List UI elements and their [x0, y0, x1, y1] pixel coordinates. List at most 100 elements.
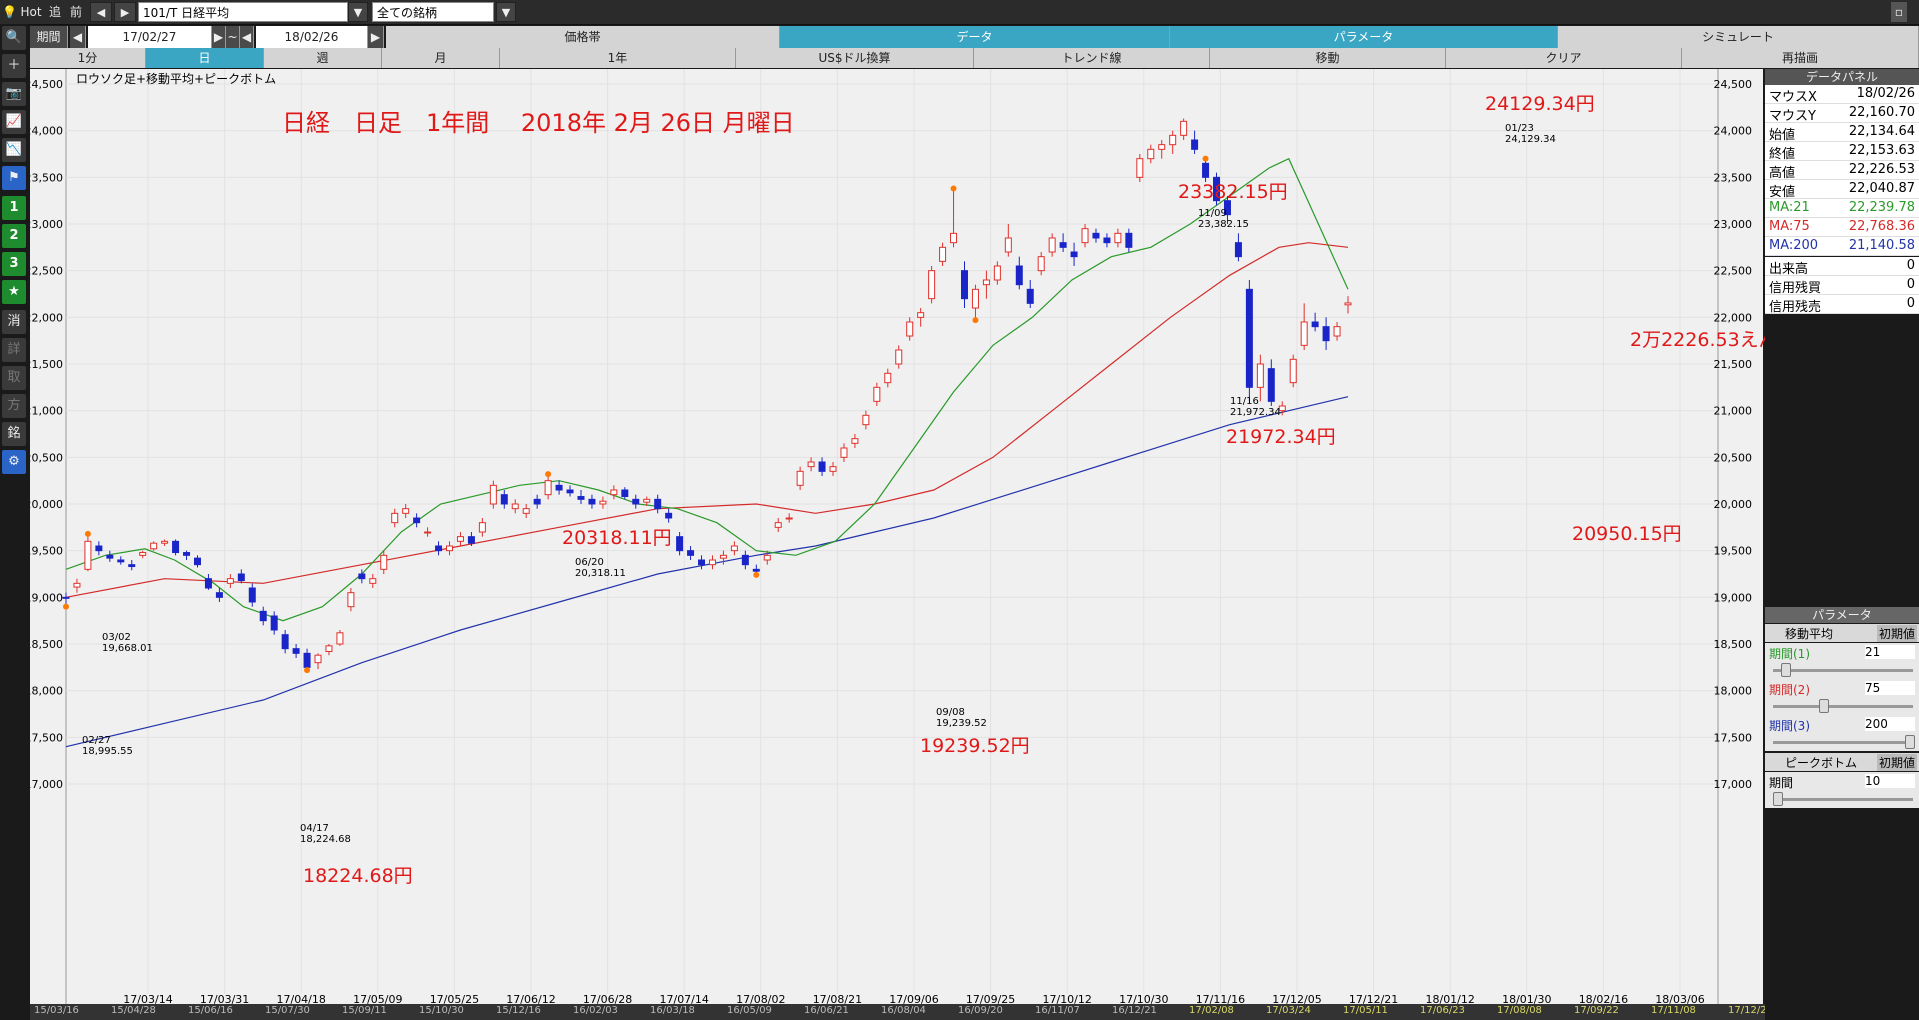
candle-body	[960, 270, 968, 300]
from-date-input[interactable]: 17/02/27	[88, 26, 212, 48]
x-tick-label: 17/04/18	[276, 993, 325, 1004]
period-3-slider[interactable]	[1905, 735, 1915, 749]
chart-up-icon[interactable]: 📈	[2, 110, 26, 134]
x-tick-label: 17/07/14	[659, 993, 708, 1004]
tab-row-2: 1分 日 週 月 1年 US$ドル換算 トレンド線 移動 クリア 再描画	[30, 48, 1919, 68]
gear-icon[interactable]: ⚙	[2, 450, 26, 474]
y-tick-label-right: 24,000	[1714, 125, 1753, 138]
camera-icon[interactable]: 📷	[2, 82, 26, 106]
preset-3-button[interactable]: 3	[2, 252, 26, 276]
tsui-button[interactable]: 追	[48, 5, 61, 19]
param-pb-period[interactable]: 期間 10	[1765, 772, 1919, 808]
torihiki-button[interactable]: 取	[2, 366, 26, 390]
flag-icon[interactable]: ⚑	[2, 166, 26, 190]
candle-body	[161, 540, 169, 544]
data-row: 高値 22,226.53	[1765, 161, 1919, 181]
x-tick-label: 17/03/31	[200, 993, 249, 1004]
tab-1min[interactable]: 1分	[30, 48, 146, 68]
candlestick-chart[interactable]: 24,500 24,000 23,500 23,000 22,500 22,000 21,5…	[30, 69, 1763, 1004]
detail-button[interactable]: 詳	[2, 338, 26, 362]
candle-body	[128, 564, 136, 568]
pb-init-button[interactable]: 初期値	[1876, 754, 1917, 771]
peak-marker	[972, 317, 979, 324]
chart-down-icon[interactable]: 📉	[2, 138, 26, 162]
from-next-icon[interactable]: ▶	[212, 26, 226, 48]
filter-dropdown-icon[interactable]: ▼	[496, 2, 516, 22]
candle-body	[1180, 120, 1188, 136]
tab-day[interactable]: 日	[146, 48, 264, 68]
hot-button[interactable]: Hot	[20, 5, 42, 19]
candle-body	[1103, 237, 1111, 244]
tab-1year[interactable]: 1年	[500, 48, 736, 68]
symbol-input[interactable]: 101/T 日経平均	[138, 2, 348, 22]
top-toolbar: 💡 Hot 追 前 ◀ ▶ 101/T 日経平均 ▼ 全ての銘柄 ▼ ▫	[0, 0, 1919, 25]
param-period-1[interactable]: 期間(1) 21	[1765, 643, 1919, 679]
data-row: 安値 22,040.87	[1765, 180, 1919, 200]
data-row-key: MA:75	[1769, 219, 1810, 234]
tab-move[interactable]: 移動	[1210, 48, 1446, 68]
pb-period-input[interactable]: 10	[1865, 774, 1915, 788]
param-period-2[interactable]: 期間(2) 75	[1765, 679, 1919, 715]
ma-init-button[interactable]: 初期値	[1876, 625, 1917, 642]
tab-week[interactable]: 週	[264, 48, 382, 68]
candle-body	[500, 494, 508, 505]
data-row-key: 安値	[1769, 185, 1796, 200]
candle-body	[950, 232, 958, 244]
annot-24129: 24129.34円	[1485, 93, 1595, 115]
bottom-date-label: 17/12/22	[1728, 1005, 1773, 1016]
preset-1-button[interactable]: 1	[2, 196, 26, 220]
chart-panel[interactable]: 24,500 24,000 23,500 23,000 22,500 22,000 21,5…	[30, 69, 1778, 1020]
data-row: 始値 22,134.64	[1765, 123, 1919, 143]
tab-trendline[interactable]: トレンド線	[974, 48, 1210, 68]
period-2-slider[interactable]	[1819, 699, 1829, 713]
y-tick-label-left: 19,500	[30, 545, 63, 558]
mae-button[interactable]: 前	[69, 5, 82, 19]
y-tick-label-left: 24,500	[30, 78, 63, 91]
preset-2-button[interactable]: 2	[2, 224, 26, 248]
candle-body	[1026, 288, 1034, 304]
candle-body	[939, 246, 947, 262]
tab-redraw[interactable]: 再描画	[1682, 48, 1919, 68]
prev-symbol-button[interactable]: ◀	[90, 2, 112, 22]
to-prev-icon[interactable]: ◀	[240, 26, 254, 48]
to-date-input[interactable]: 18/02/26	[256, 26, 368, 48]
tab-usd[interactable]: US$ドル換算	[736, 48, 974, 68]
meigara-button[interactable]: 銘	[2, 422, 26, 446]
next-symbol-button[interactable]: ▶	[114, 2, 136, 22]
tab-month[interactable]: 月	[382, 48, 500, 68]
candle-body	[391, 512, 399, 524]
candle-body	[193, 557, 201, 566]
tab-kakakutai[interactable]: 価格帯	[386, 26, 780, 48]
x-tick-label: 18/01/30	[1502, 993, 1551, 1004]
window-close-icon[interactable]: ▫	[1891, 2, 1907, 22]
period-2-input[interactable]: 75	[1865, 681, 1915, 695]
period-1-input[interactable]: 21	[1865, 645, 1915, 659]
erase-button[interactable]: 消	[2, 310, 26, 334]
period-1-slider[interactable]	[1781, 663, 1791, 677]
candle-body	[1004, 237, 1012, 253]
tab-clear[interactable]: クリア	[1446, 48, 1682, 68]
bottom-date-label: 15/04/28	[111, 1005, 156, 1016]
to-next-icon[interactable]: ▶	[368, 26, 384, 48]
from-prev-icon[interactable]: ◀	[70, 26, 86, 48]
star-icon[interactable]: ★	[2, 280, 26, 304]
tab-simulate[interactable]: シミュレート	[1558, 26, 1919, 48]
search-icon[interactable]: 🔍	[2, 26, 26, 50]
symbol-dropdown-icon[interactable]: ▼	[348, 2, 368, 22]
tab-parameter[interactable]: パラメータ	[1170, 26, 1558, 48]
tab-data[interactable]: データ	[780, 26, 1170, 48]
method-button[interactable]: 方	[2, 394, 26, 418]
candle-body	[226, 578, 234, 584]
period-3-input[interactable]: 200	[1865, 717, 1915, 731]
y-tick-label-right: 21,500	[1714, 358, 1753, 371]
filter-select[interactable]: 全ての銘柄	[372, 2, 494, 22]
candle-body	[1059, 242, 1067, 248]
bottom-date-strip[interactable]: 15/03/16 15/04/28 15/06/16 15/07/30 15/09/11…	[30, 1004, 1919, 1020]
plus-icon[interactable]: ＋	[2, 54, 26, 78]
pb-period-slider[interactable]	[1773, 792, 1783, 806]
bottom-date-label: 16/08/04	[881, 1005, 926, 1016]
bulb-icon[interactable]: 💡	[2, 5, 17, 19]
candle-body	[698, 559, 706, 566]
param-period-3[interactable]: 期間(3) 200	[1765, 715, 1919, 751]
candle-body	[1256, 363, 1264, 388]
